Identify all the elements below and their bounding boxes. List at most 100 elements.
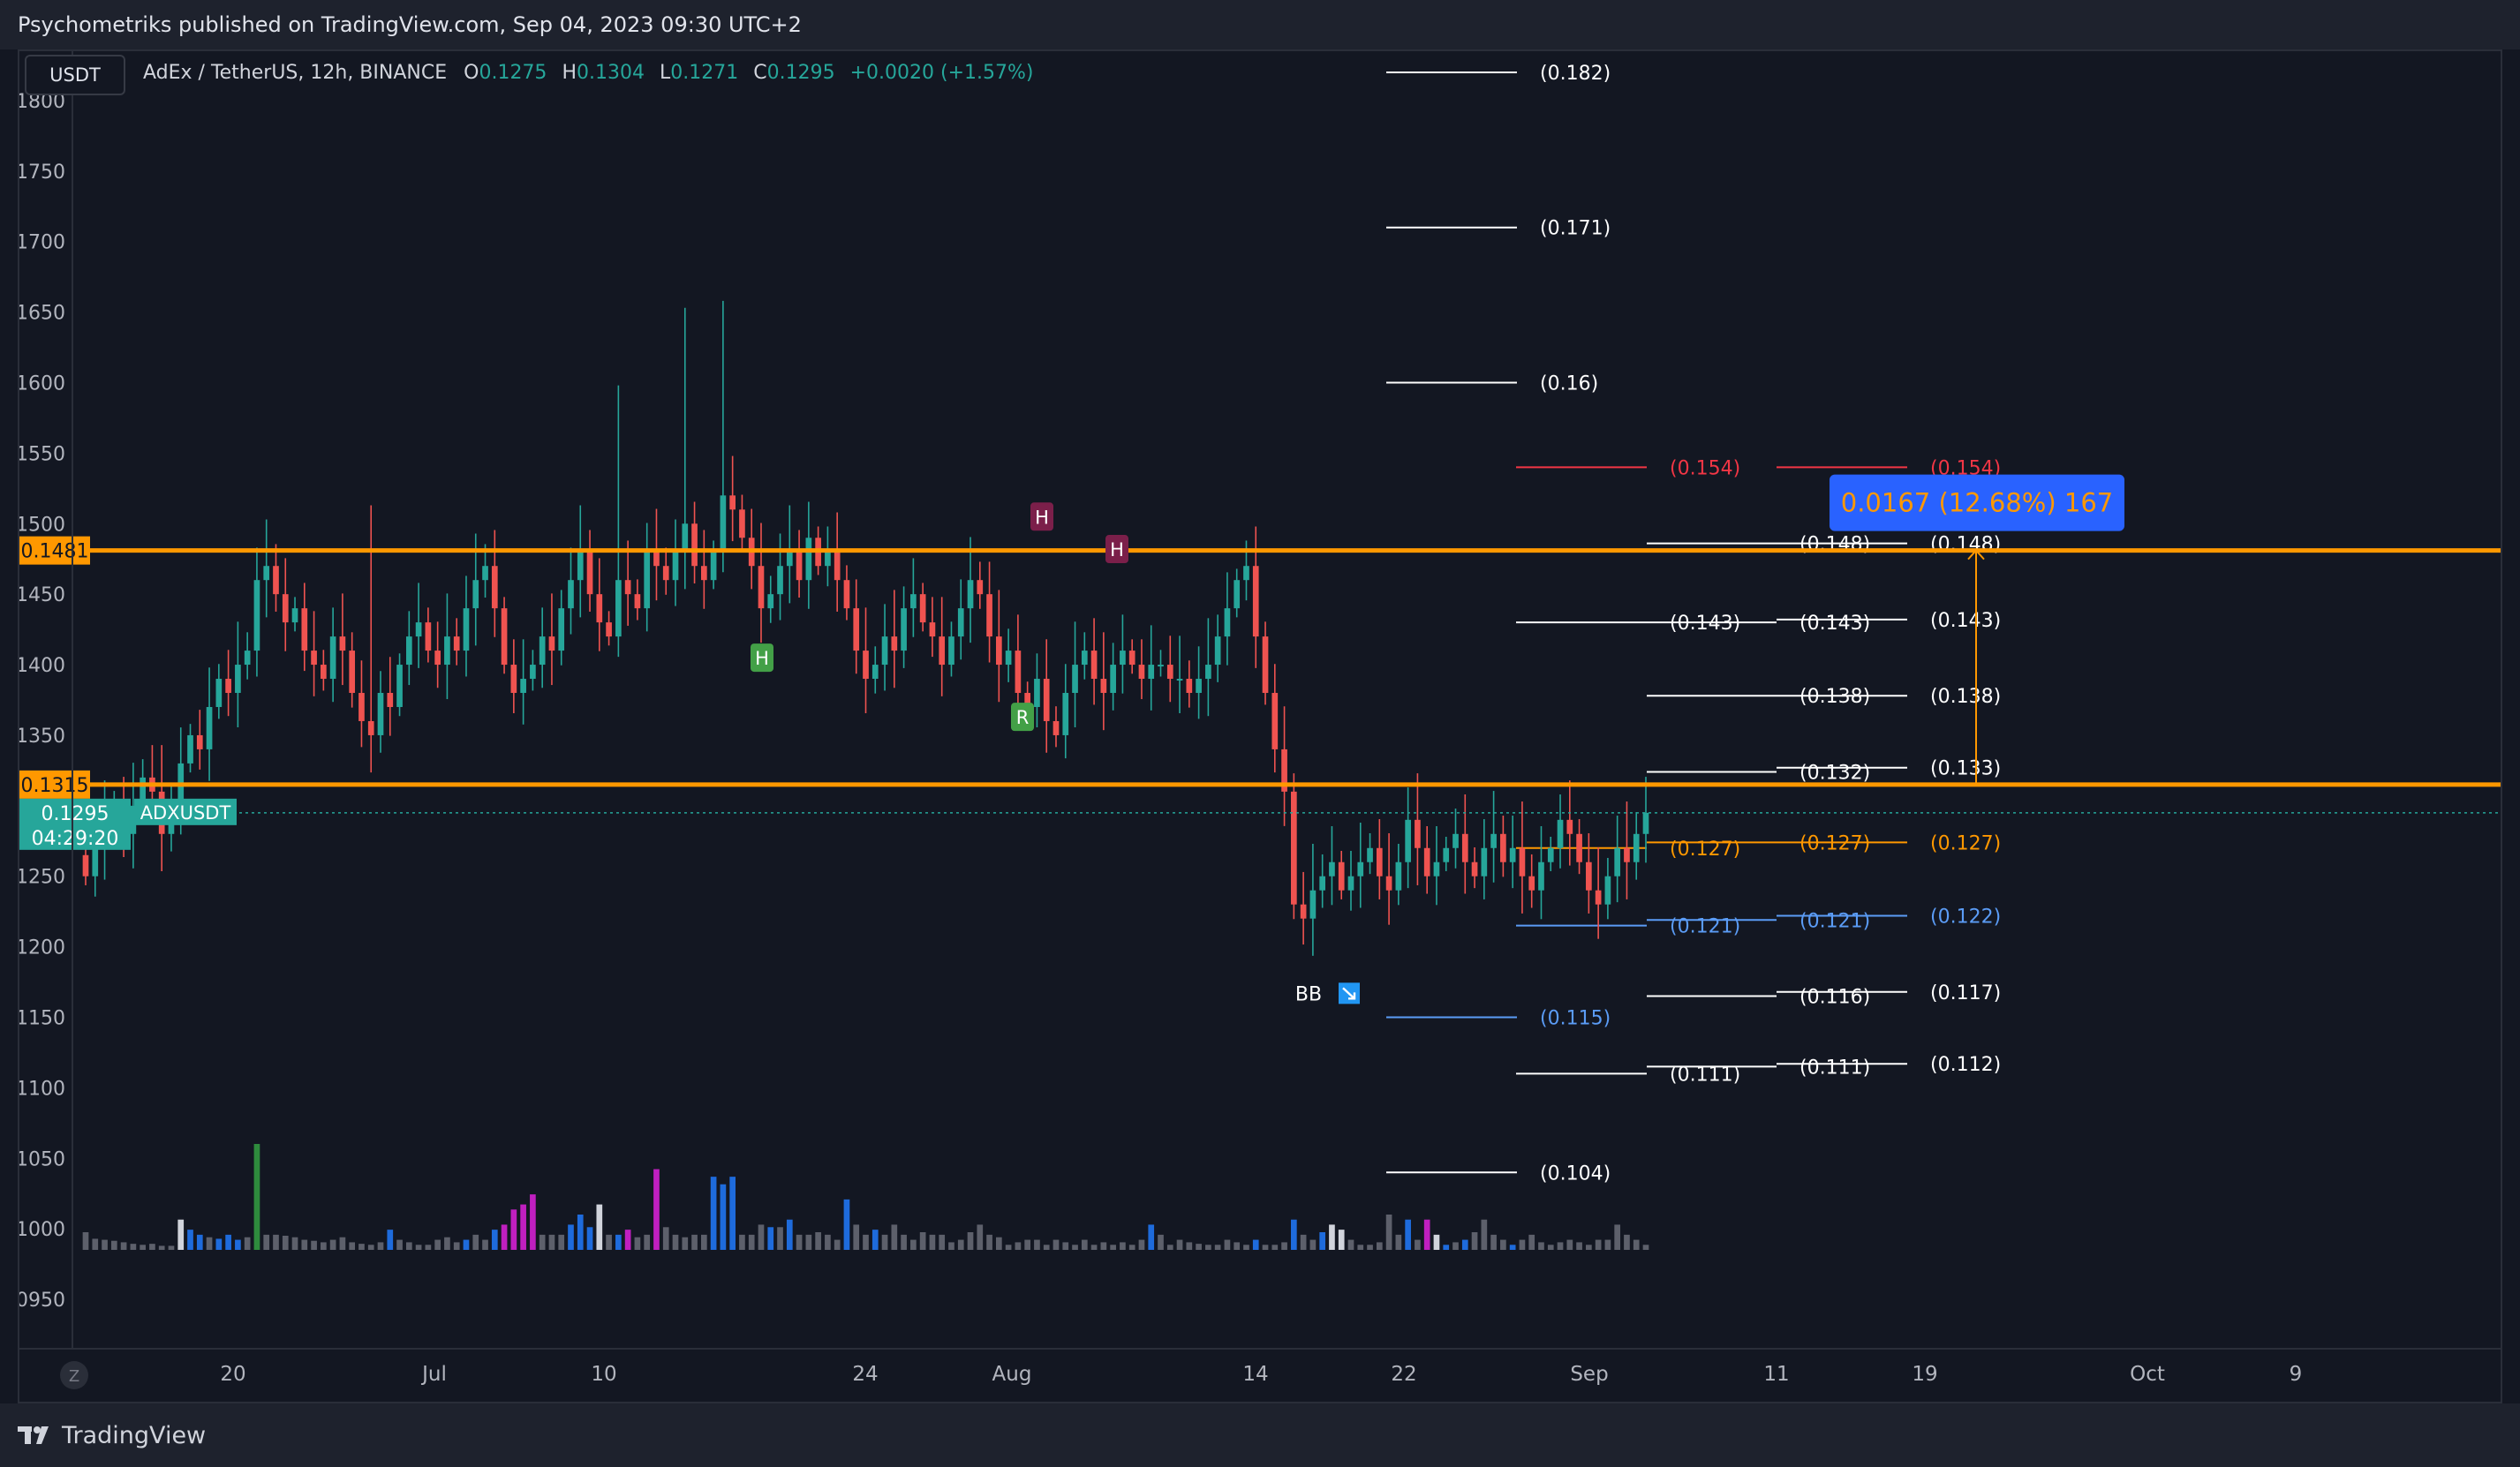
measure-label: 0.0167 (12.68%) 167 <box>1841 488 2113 518</box>
volume-bar <box>777 1227 783 1250</box>
candle <box>1595 846 1602 939</box>
candle-body <box>596 594 603 623</box>
volume-bar <box>596 1204 603 1250</box>
volume-bar <box>891 1224 898 1250</box>
candle <box>1528 854 1535 908</box>
candle-body <box>977 580 984 595</box>
candle <box>1158 650 1164 677</box>
chart-panel[interactable]: (0.182) (0.171) (0.16) (0.115) (0.104) (0.154… <box>18 49 2502 1403</box>
x-tick-label: Sep <box>1570 1363 1608 1386</box>
candle <box>1357 823 1364 908</box>
volume-bar <box>786 1219 793 1250</box>
candle-body <box>387 693 394 707</box>
level-label: (0.115) <box>1540 1008 1611 1030</box>
candle <box>253 547 260 677</box>
z-button[interactable] <box>60 1361 88 1389</box>
candle-body <box>1158 665 1164 667</box>
candle-body <box>1309 890 1317 919</box>
price-chart[interactable]: (0.182) (0.171) (0.16) (0.115) (0.104) (0.154… <box>19 51 2501 1402</box>
level-label: (0.154) <box>1670 457 1740 479</box>
close-label: C <box>753 62 767 84</box>
candle <box>843 565 850 621</box>
volume-bar <box>263 1234 270 1250</box>
volume-bar <box>1043 1245 1050 1250</box>
candle-body <box>263 566 270 581</box>
candle <box>434 621 441 688</box>
candle-body <box>1367 847 1373 862</box>
level-label: (0.171) <box>1540 218 1611 240</box>
candle <box>939 597 946 696</box>
candle <box>244 632 251 680</box>
volume-bar <box>1481 1219 1488 1250</box>
symbol-name[interactable]: AdEx / TetherUS, 12h, BINANCE <box>143 62 448 84</box>
volume-bar <box>387 1230 394 1250</box>
last-price-value: 0.1295 <box>41 803 109 825</box>
volume-bar <box>510 1209 517 1250</box>
volume-bar <box>367 1245 374 1250</box>
volume-bar <box>491 1230 498 1250</box>
candle-body <box>215 679 223 707</box>
candle <box>644 523 651 632</box>
y-tick-label: 0.1000 <box>19 1219 65 1241</box>
candle-body <box>871 665 879 680</box>
level-label: (0.143) <box>1799 613 1870 635</box>
volume-bar <box>1252 1239 1259 1250</box>
currency-button[interactable]: USDT <box>25 55 125 95</box>
candle-body <box>1586 861 1592 891</box>
y-tick-label: 0.1650 <box>19 303 65 325</box>
candle-body <box>682 523 689 553</box>
candle <box>548 593 555 686</box>
candle <box>1309 843 1317 956</box>
candle-body <box>1128 651 1136 666</box>
candle <box>1166 636 1173 703</box>
y-tick-label: 0.1250 <box>19 867 65 889</box>
candle-body <box>805 538 812 581</box>
volume-bar <box>206 1237 213 1250</box>
candle <box>758 523 765 643</box>
candle <box>1376 819 1383 899</box>
tradingview-logo[interactable]: TradingView <box>18 1422 206 1449</box>
level-label: (0.143) <box>1930 610 2001 632</box>
candle-body <box>1015 651 1022 694</box>
candle <box>929 597 936 658</box>
volume-bar <box>1614 1224 1621 1250</box>
level-label: (0.122) <box>1930 906 2001 928</box>
x-tick-label: Oct <box>2130 1363 2165 1386</box>
volume-layer <box>82 1144 1649 1250</box>
candle-body <box>586 552 593 595</box>
candle-body <box>1291 791 1297 905</box>
volume-bar <box>1329 1224 1335 1250</box>
level-label: (0.121) <box>1799 910 1870 932</box>
x-axis: 20 Jul 10 24 Aug 14 22 Sep 11 19 Oct 9 Z <box>19 1348 2501 1389</box>
y-tick-label: 0.1050 <box>19 1148 65 1170</box>
candle <box>558 590 565 666</box>
volume-bar <box>301 1239 308 1250</box>
candle-body <box>1005 651 1012 666</box>
candle-body <box>1500 833 1506 862</box>
volume-bar <box>434 1239 441 1250</box>
candle <box>1405 787 1411 889</box>
volume-bar <box>615 1234 622 1250</box>
volume-bar <box>1176 1239 1183 1250</box>
candle <box>339 593 346 686</box>
volume-bar <box>120 1242 127 1250</box>
candle-body <box>1614 847 1621 876</box>
volume-bar <box>1234 1242 1241 1250</box>
volume-bar <box>901 1234 907 1250</box>
candle <box>1043 639 1050 753</box>
candle <box>606 611 612 646</box>
candle <box>235 621 241 727</box>
candle-body <box>1395 861 1402 891</box>
candle <box>130 763 137 869</box>
candle <box>425 607 432 663</box>
candle-body <box>1090 651 1098 680</box>
candle-body <box>415 622 422 637</box>
candle <box>700 530 707 609</box>
volume-bar <box>130 1244 137 1250</box>
candle-body <box>653 552 660 567</box>
candle-body <box>1148 665 1155 680</box>
volume-bar <box>929 1234 936 1250</box>
volume-bar <box>1034 1239 1040 1250</box>
candle <box>996 590 1002 703</box>
candle <box>1110 643 1116 711</box>
